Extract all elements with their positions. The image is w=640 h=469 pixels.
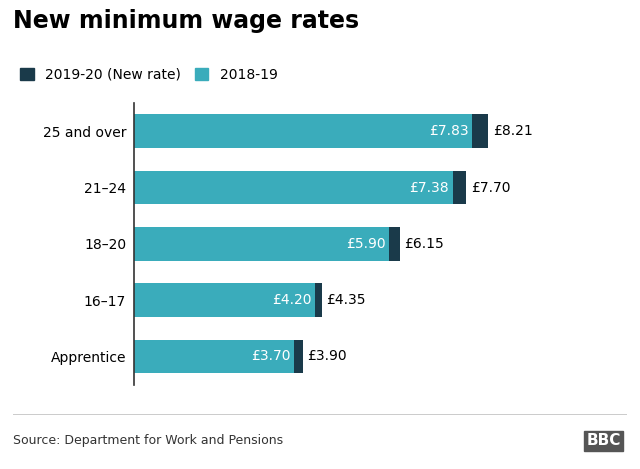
Text: £3.70: £3.70: [251, 349, 291, 363]
Text: £4.20: £4.20: [273, 293, 312, 307]
Text: New minimum wage rates: New minimum wage rates: [13, 9, 359, 33]
Legend: 2019-20 (New rate), 2018-19: 2019-20 (New rate), 2018-19: [20, 68, 277, 82]
Bar: [134, 114, 472, 148]
Text: £3.90: £3.90: [307, 349, 346, 363]
Bar: [452, 171, 467, 204]
Text: £4.35: £4.35: [326, 293, 366, 307]
Bar: [134, 283, 316, 317]
Bar: [472, 114, 488, 148]
Bar: [134, 227, 388, 261]
Text: £7.38: £7.38: [410, 181, 449, 195]
Text: £8.21: £8.21: [493, 124, 532, 138]
Text: £7.83: £7.83: [429, 124, 468, 138]
Bar: [388, 227, 399, 261]
Bar: [294, 340, 303, 373]
Text: BBC: BBC: [586, 433, 621, 448]
Bar: [134, 171, 452, 204]
Bar: [316, 283, 322, 317]
Text: Source: Department for Work and Pensions: Source: Department for Work and Pensions: [13, 434, 283, 447]
Bar: [134, 340, 294, 373]
Text: £5.90: £5.90: [346, 237, 385, 251]
Text: £6.15: £6.15: [404, 237, 444, 251]
Text: £7.70: £7.70: [470, 181, 510, 195]
